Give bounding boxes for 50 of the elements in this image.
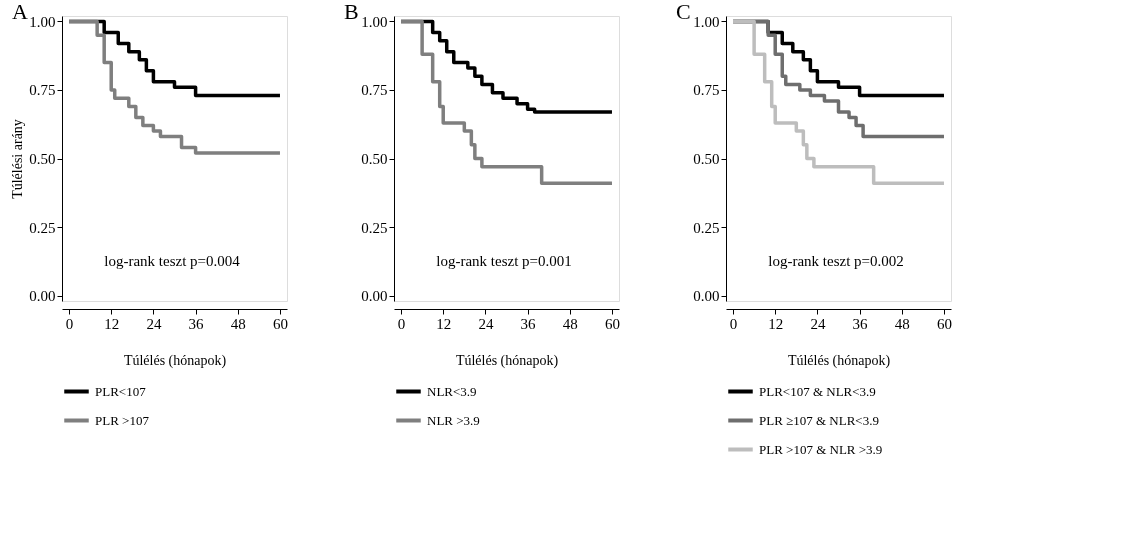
x-axis-title: Túlélés (hónapok) [123,352,227,369]
x-tick-label: 24 [810,315,826,332]
legend-label: PLR<107 & NLR<3.9 [759,383,876,399]
x-tick-label: 0 [65,315,74,332]
y-tick-label: 0.25 [693,219,720,236]
x-axis-title: Túlélés (hónapok) [455,352,559,369]
y-tick-label: 0.50 [29,151,56,167]
annotation: log-rank teszt p=0.001 [436,253,572,269]
legend-label: PLR ≥107 & NLR<3.9 [759,412,879,428]
x-tick-label: 12 [768,315,784,332]
annotation: log-rank teszt p=0.004 [104,253,241,269]
y-tick-label: 0.25 [361,219,388,236]
x-axis-title: Túlélés (hónapok) [787,352,891,369]
annotation: log-rank teszt p=0.002 [768,253,904,269]
y-tick-label: 0.00 [361,288,388,305]
y-tick-label: 0.50 [361,151,388,167]
x-tick-label: 36 [520,315,537,332]
y-tick-label: 0.25 [29,219,56,236]
x-tick-label: 24 [146,315,162,332]
x-tick-label: 0 [397,315,406,332]
y-tick-label: 0.75 [693,82,720,99]
x-tick-label: 60 [936,315,952,332]
y-tick-label: 1.00 [361,13,388,30]
legend-label: NLR<3.9 [427,383,477,399]
x-tick-label: 48 [894,315,910,332]
legend-label: PLR<107 [95,383,147,399]
y-tick-label: 0.75 [361,82,388,99]
y-tick-label: 0.75 [29,82,56,99]
y-tick-label: 0.50 [693,151,720,167]
y-tick-label: 0.00 [29,288,56,305]
y-tick-label: 0.00 [693,288,720,305]
legend-label: PLR >107 [95,412,150,428]
x-tick-label: 36 [852,315,869,332]
x-tick-label: 24 [478,315,494,332]
x-tick-label: 48 [230,315,246,332]
x-tick-label: 0 [729,315,738,332]
y-tick-label: 1.00 [29,13,56,30]
x-tick-label: 48 [562,315,578,332]
x-tick-label: 60 [604,315,620,332]
x-tick-label: 12 [104,315,120,332]
y-axis-title: Túlélési arány [10,119,26,199]
legend-label: PLR >107 & NLR >3.9 [759,441,883,457]
y-tick-label: 1.00 [693,13,720,30]
chart-title: C [676,0,691,25]
legend-label: NLR >3.9 [427,412,480,428]
x-tick-label: 12 [436,315,452,332]
chart-title: B [344,0,359,25]
chart-title: A [12,0,28,25]
x-tick-label: 60 [272,315,288,332]
x-tick-label: 36 [188,315,205,332]
